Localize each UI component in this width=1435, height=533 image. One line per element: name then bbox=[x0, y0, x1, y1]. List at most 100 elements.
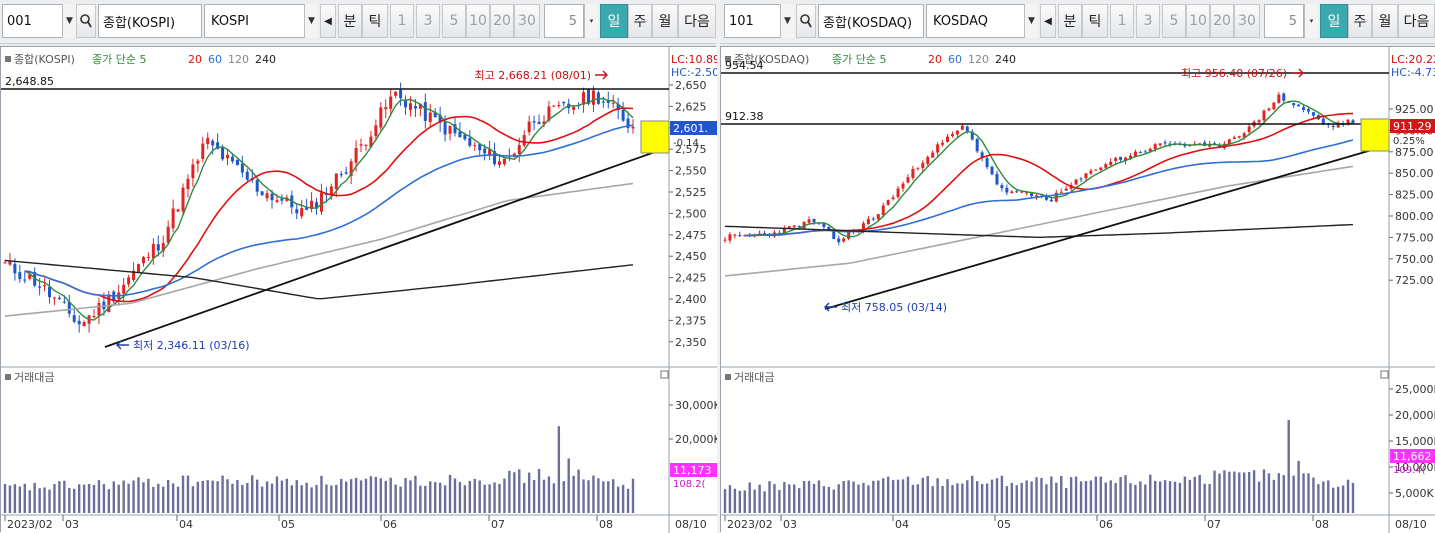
low-arrow-icon bbox=[116, 340, 129, 350]
candle-body bbox=[792, 225, 796, 228]
candle-body bbox=[448, 126, 452, 134]
interval-input[interactable]: 5 bbox=[1264, 4, 1304, 38]
market-dropdown-icon[interactable]: ▼ bbox=[304, 4, 318, 38]
interval-input[interactable]: 5 bbox=[544, 4, 584, 38]
market-select[interactable]: KOSDAQ bbox=[926, 4, 1038, 38]
next-button[interactable]: 다음 bbox=[678, 4, 716, 38]
volume-pane-close-icon bbox=[660, 370, 669, 379]
candle-body bbox=[418, 103, 422, 109]
period-week-button[interactable]: 주 bbox=[628, 4, 652, 38]
volume-bar bbox=[359, 480, 363, 513]
candle-body bbox=[354, 148, 358, 163]
volume-bar bbox=[493, 482, 496, 513]
period-20-button[interactable]: 20 bbox=[1210, 4, 1234, 38]
period-1-button[interactable]: 1 bbox=[390, 4, 414, 38]
period-3-button[interactable]: 3 bbox=[1136, 4, 1160, 38]
period-day-button[interactable]: 일 bbox=[1320, 4, 1348, 38]
market-select[interactable]: KOSPI bbox=[204, 4, 318, 38]
period-20-button[interactable]: 20 bbox=[490, 4, 514, 38]
volume-bar bbox=[201, 480, 204, 513]
volume-bar bbox=[768, 481, 771, 513]
index-name: 종합(KOSPI) bbox=[103, 15, 176, 31]
legend-title: 종합(KOSDAQ) bbox=[734, 53, 809, 66]
volume-bar bbox=[1267, 473, 1271, 513]
interval-spin-icon[interactable]: ▾ bbox=[584, 4, 598, 38]
volume-bar bbox=[1188, 479, 1192, 513]
prev-arrow-icon[interactable]: ◀ bbox=[1040, 4, 1056, 38]
period-5-button[interactable]: 5 bbox=[442, 4, 466, 38]
market-dropdown-icon[interactable]: ▼ bbox=[1024, 4, 1038, 38]
period-30-button[interactable]: 30 bbox=[1234, 4, 1260, 38]
code-dropdown-icon[interactable]: ▼ bbox=[62, 4, 76, 38]
period-10-button[interactable]: 10 bbox=[466, 4, 490, 38]
ref-price-label: 2,648.85 bbox=[5, 75, 54, 88]
candle-body bbox=[384, 107, 388, 110]
period-tick-button[interactable]: 틱 bbox=[1082, 4, 1108, 38]
period-3-button[interactable]: 3 bbox=[416, 4, 440, 38]
search-icon[interactable] bbox=[76, 4, 96, 38]
x-tick-label: 05 bbox=[997, 518, 1011, 531]
candle-body bbox=[995, 173, 999, 185]
interval-spin-icon[interactable]: ▾ bbox=[1304, 4, 1318, 38]
prev-arrow-icon[interactable]: ◀ bbox=[320, 4, 336, 38]
candle-body bbox=[122, 284, 126, 294]
candle-body bbox=[8, 261, 12, 265]
volume-bar bbox=[438, 482, 442, 513]
volume-bar bbox=[191, 486, 195, 513]
price-tick-label: 2,650 bbox=[675, 79, 707, 92]
candle-body bbox=[1297, 104, 1301, 107]
period-10-button[interactable]: 10 bbox=[1186, 4, 1210, 38]
volume-bar bbox=[503, 478, 506, 513]
volume-bar bbox=[1341, 485, 1345, 513]
volume-bar bbox=[773, 484, 776, 513]
volume-bar bbox=[394, 484, 397, 513]
candle-body bbox=[1168, 143, 1172, 145]
volume-bar bbox=[48, 489, 51, 513]
candle-body bbox=[230, 156, 234, 162]
period-week-button[interactable]: 주 bbox=[1348, 4, 1372, 38]
period-month-button[interactable]: 월 bbox=[1372, 4, 1398, 38]
candle-body bbox=[847, 232, 851, 239]
candle-body bbox=[837, 238, 841, 243]
support-trend-line bbox=[104, 146, 670, 348]
low-arrow-icon bbox=[824, 302, 837, 312]
search-icon[interactable] bbox=[796, 4, 816, 38]
candle-body bbox=[428, 112, 432, 123]
candle-body bbox=[38, 286, 42, 288]
volume-bar bbox=[1060, 476, 1063, 513]
volume-bar bbox=[1351, 482, 1355, 513]
volume-bar bbox=[1178, 482, 1182, 513]
kosdaq-chart-svg[interactable]: 925.00900.00875.00850.00825.00800.00775.… bbox=[721, 47, 1435, 533]
x-tick-label: 04 bbox=[179, 518, 193, 531]
period-month-button[interactable]: 월 bbox=[652, 4, 678, 38]
candle-body bbox=[906, 177, 910, 183]
period-5-button[interactable]: 5 bbox=[1162, 4, 1186, 38]
kospi-chart-svg[interactable]: 2,6502,6252,6002,5752,5502,5252,5002,475… bbox=[1, 47, 717, 533]
volume-bar bbox=[852, 481, 855, 513]
current-price-badge bbox=[1390, 119, 1435, 133]
period-minute-button[interactable]: 분 bbox=[338, 4, 362, 38]
candle-body bbox=[832, 230, 836, 240]
volume-bar bbox=[196, 481, 200, 513]
candle-body bbox=[1282, 93, 1286, 101]
candle-body bbox=[985, 158, 989, 168]
next-button[interactable]: 다음 bbox=[1398, 4, 1435, 38]
code-dropdown-icon[interactable]: ▼ bbox=[780, 4, 794, 38]
candle-body bbox=[260, 191, 264, 196]
candle-body bbox=[896, 188, 900, 198]
volume-bar bbox=[1243, 472, 1246, 513]
period-30-button[interactable]: 30 bbox=[514, 4, 540, 38]
period-1-button[interactable]: 1 bbox=[1110, 4, 1134, 38]
volume-bar bbox=[1055, 482, 1058, 513]
volume-bar bbox=[812, 483, 816, 513]
period-day-button[interactable]: 일 bbox=[600, 4, 628, 38]
volume-bar bbox=[748, 482, 751, 513]
candle-body bbox=[141, 257, 145, 264]
candle-body bbox=[512, 153, 516, 157]
period-minute-button[interactable]: 분 bbox=[1058, 4, 1082, 38]
candle-body bbox=[235, 159, 239, 166]
period-tick-button[interactable]: 틱 bbox=[362, 4, 388, 38]
volume-bar bbox=[1287, 420, 1290, 513]
candle-body bbox=[1094, 169, 1098, 171]
volume-bar bbox=[236, 480, 239, 513]
